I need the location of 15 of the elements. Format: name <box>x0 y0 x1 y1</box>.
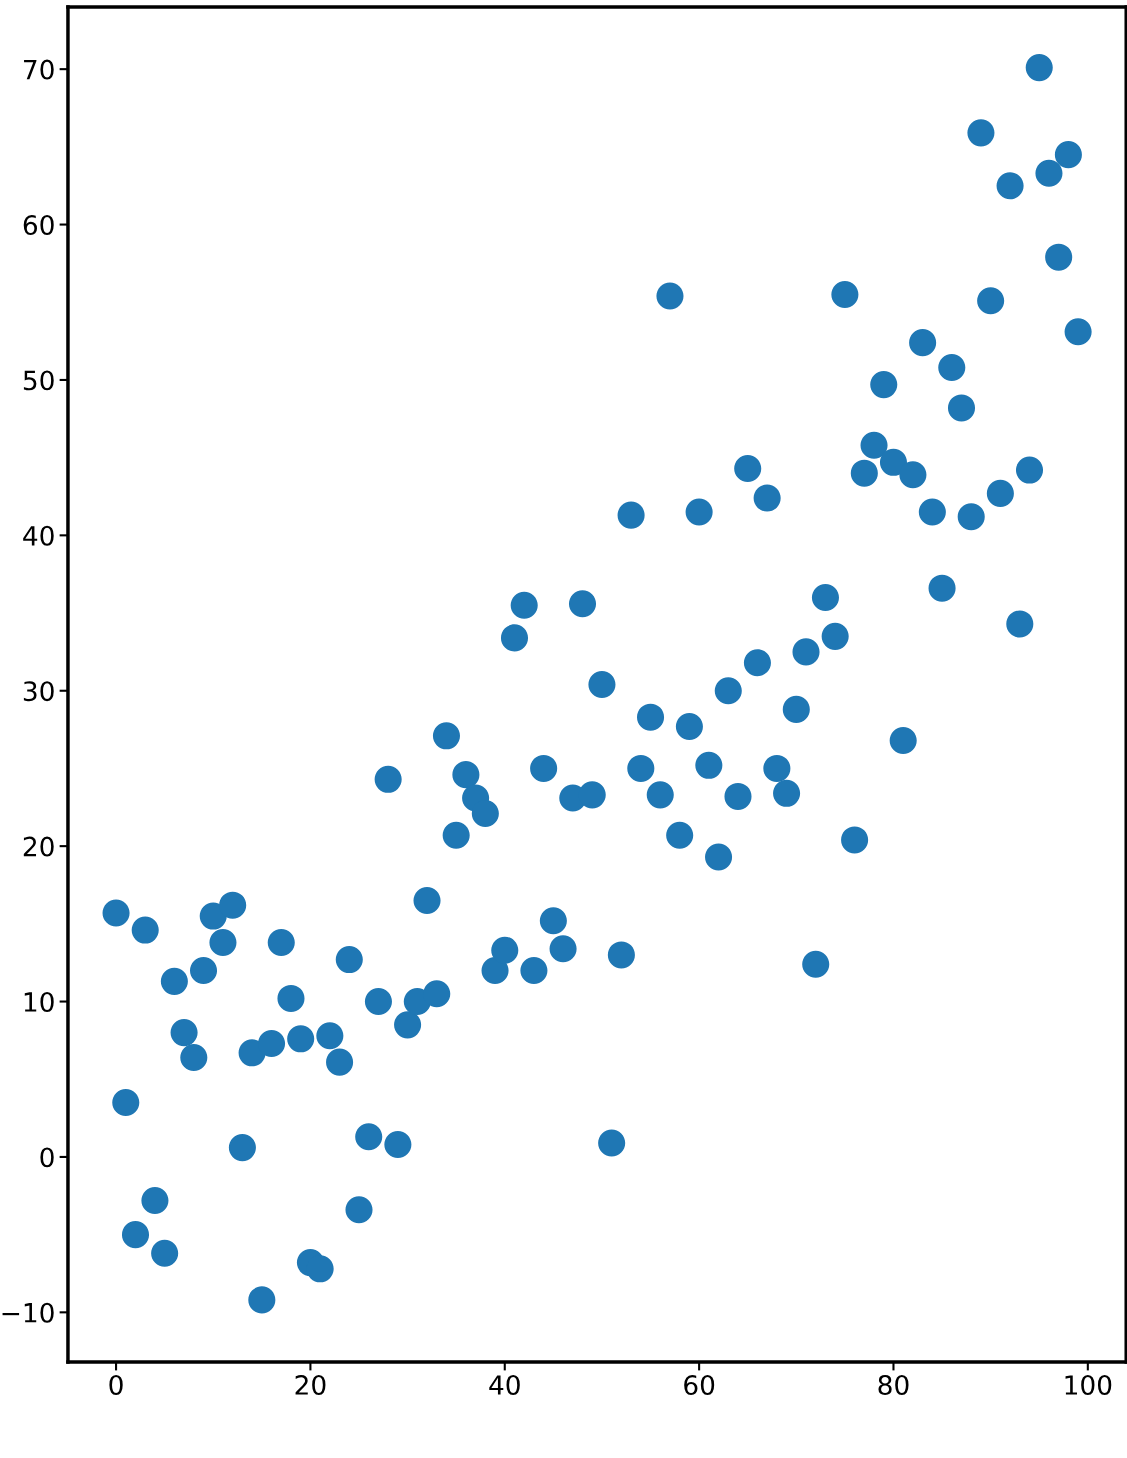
y-tick-label: 50 <box>23 370 54 391</box>
y-tick-label: 20 <box>23 836 54 857</box>
y-tick-label: 40 <box>23 525 54 546</box>
x-tick-label: 80 <box>878 1375 909 1395</box>
y-tick-label: 30 <box>23 681 54 702</box>
y-tick-label: 60 <box>23 214 54 235</box>
y-tick-label: 10 <box>24 991 54 1012</box>
x-tick-label: 40 <box>489 1375 520 1395</box>
x-tick-label: 20 <box>295 1375 326 1395</box>
x-tick-label: 60 <box>684 1375 715 1395</box>
y-tick-label: −10 <box>2 1302 54 1323</box>
x-tick-label: 0 <box>109 1375 123 1395</box>
y-tick-label: 0 <box>40 1147 54 1168</box>
y-tick-label: 70 <box>24 59 54 80</box>
x-tick-label: 100 <box>1065 1375 1112 1395</box>
